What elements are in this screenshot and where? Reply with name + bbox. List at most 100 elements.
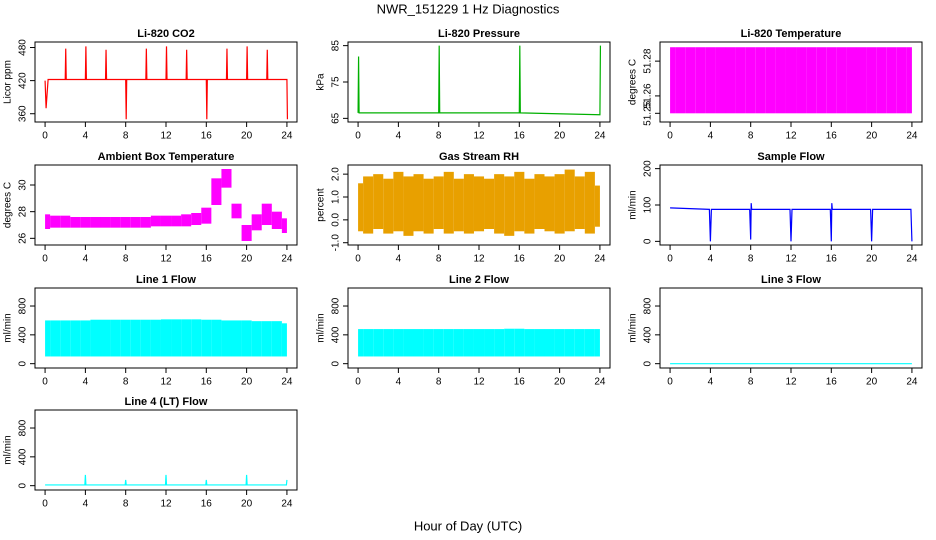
data-band xyxy=(281,218,287,233)
data-band xyxy=(453,329,464,357)
data-band xyxy=(594,185,600,227)
y-tick-label: 75 xyxy=(331,76,342,88)
data-band xyxy=(271,211,282,229)
y-tick-label: 800 xyxy=(18,419,29,436)
x-tick-label: 20 xyxy=(866,377,878,388)
x-tick-label: 0 xyxy=(355,254,361,265)
x-tick-label: 20 xyxy=(241,131,253,142)
x-tick-label: 16 xyxy=(201,377,213,388)
data-band xyxy=(534,329,545,357)
x-tick-label: 0 xyxy=(42,254,48,265)
x-tick-label: 0 xyxy=(42,499,48,510)
data-band xyxy=(140,217,151,228)
data-band xyxy=(886,47,897,114)
data-band xyxy=(130,217,141,228)
data-band xyxy=(544,176,555,232)
x-tick-label: 0 xyxy=(667,254,673,265)
data-band xyxy=(685,47,696,114)
x-tick-label: 16 xyxy=(514,377,526,388)
data-band xyxy=(806,47,817,114)
data-band xyxy=(383,178,394,234)
panel-title: Line 2 Flow xyxy=(449,274,509,286)
data-band xyxy=(221,169,232,188)
data-band xyxy=(473,176,485,232)
data-band xyxy=(443,329,454,357)
y-tick-label: 51.26 xyxy=(643,83,654,108)
x-tick-label: 24 xyxy=(594,131,606,142)
y-tick-label: 400 xyxy=(331,326,342,343)
x-tick-label: 0 xyxy=(355,377,361,388)
x-tick-label: 4 xyxy=(396,254,402,265)
x-tick-label: 8 xyxy=(436,254,442,265)
y-tick-label: 51.25 xyxy=(643,100,654,125)
data-band xyxy=(358,183,364,232)
data-band xyxy=(363,176,374,234)
plot-frame xyxy=(659,287,923,369)
data-band xyxy=(171,319,182,357)
data-band xyxy=(514,171,525,232)
data-band xyxy=(584,171,595,234)
data-band xyxy=(70,320,81,357)
plot-area xyxy=(358,169,600,236)
x-tick-label: 12 xyxy=(160,254,172,265)
y-axis-label: Licor ppm xyxy=(3,60,14,104)
x-tick-label: 4 xyxy=(708,131,714,142)
data-band xyxy=(201,319,212,357)
y-tick-label: 400 xyxy=(643,326,654,343)
data-band xyxy=(484,329,495,357)
data-band xyxy=(191,213,202,225)
x-tick-label: 8 xyxy=(436,377,442,388)
data-band xyxy=(494,329,505,357)
x-tick-label: 12 xyxy=(160,377,172,388)
y-tick-label: 51.28 xyxy=(643,48,654,73)
panel: Gas Stream RH percent 0 4 8 12 16 20 24 -1.0 0.0 1.… xyxy=(316,151,611,265)
x-tick-label: 24 xyxy=(281,131,293,142)
panel: Li-820 Temperature degrees C 0 4 8 12 16 20 24 51… xyxy=(628,28,923,142)
y-tick-label: 100 xyxy=(643,196,654,213)
data-band xyxy=(846,47,857,114)
data-band xyxy=(403,176,414,236)
data-band xyxy=(826,47,837,114)
y-tick-label: 0 xyxy=(643,238,654,244)
panel-title: Line 3 Flow xyxy=(761,274,821,286)
data-band xyxy=(271,321,282,357)
data-band xyxy=(473,329,485,357)
y-tick-label: 0 xyxy=(643,360,654,366)
plot-frame xyxy=(659,41,923,123)
data-band xyxy=(524,329,535,357)
data-band xyxy=(261,203,272,225)
x-tick-label: 20 xyxy=(866,254,878,265)
y-tick-label: 0.0 xyxy=(331,212,342,226)
data-band xyxy=(856,47,867,114)
x-tick-label: 16 xyxy=(826,254,838,265)
x-tick-label: 8 xyxy=(123,254,129,265)
x-tick-label: 0 xyxy=(355,131,361,142)
x-tick-label: 12 xyxy=(473,377,485,388)
data-band xyxy=(221,320,232,357)
y-tick-label: 360 xyxy=(18,105,29,122)
x-tick-label: 8 xyxy=(123,499,129,510)
data-band xyxy=(50,215,61,228)
data-band xyxy=(765,47,776,114)
x-tick-label: 16 xyxy=(201,131,213,142)
data-band xyxy=(45,214,51,229)
data-band xyxy=(358,329,364,357)
data-band xyxy=(211,319,222,357)
y-tick-label: 480 xyxy=(18,39,29,56)
data-band xyxy=(554,329,565,357)
y-tick-label: 400 xyxy=(18,326,29,343)
data-band xyxy=(876,47,887,114)
y-axis-label: degrees C xyxy=(628,59,639,105)
data-band xyxy=(120,217,131,228)
y-axis-label: ml/min xyxy=(628,190,639,219)
data-band xyxy=(463,329,474,357)
x-tick-label: 16 xyxy=(826,377,838,388)
panel: Sample Flow ml/min 0 4 8 12 16 20 24 0 100 200 xyxy=(628,151,923,265)
data-band xyxy=(393,171,404,232)
y-tick-label: 420 xyxy=(18,72,29,89)
plot-area xyxy=(670,203,913,242)
page-title: NWR_151229 1 Hz Diagnostics xyxy=(377,1,560,16)
x-tick-label: 4 xyxy=(83,499,89,510)
data-band xyxy=(675,47,686,114)
